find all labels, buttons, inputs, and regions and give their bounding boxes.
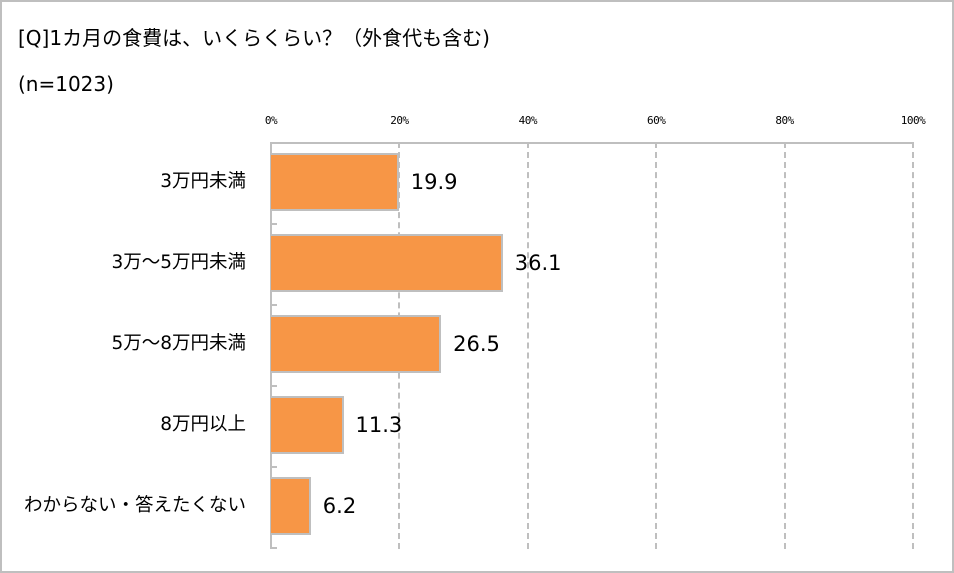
x-tick-label: 80%: [775, 114, 794, 127]
bar: [271, 315, 442, 373]
gridline: [783, 142, 786, 549]
gridline: [912, 142, 914, 549]
bar: [271, 396, 344, 454]
chart-title: [Q]1カ月の食費は、いくらくらい？（外食代も含む): [18, 26, 490, 50]
x-axis-line: [271, 142, 914, 144]
bar: [271, 477, 311, 535]
bar-value-label: 11.3: [355, 413, 403, 437]
category-tick: [271, 304, 277, 306]
gridline: [655, 142, 658, 549]
category-label: 3万円未満: [160, 171, 246, 192]
x-tick-label: 60%: [647, 114, 666, 127]
x-tick-label: 40%: [518, 114, 538, 127]
category-label: わからない・答えたくない: [23, 495, 246, 516]
bar-value-label: 19.9: [410, 170, 458, 194]
category-label: 8万円以上: [160, 414, 246, 435]
bar-value-label: 36.1: [514, 251, 562, 275]
bar: [271, 153, 399, 211]
x-tick-label: 100%: [900, 114, 926, 127]
gridline: [526, 142, 529, 549]
category-tick: [271, 466, 277, 468]
bar-value-label: 6.2: [322, 494, 357, 518]
category-tick: [271, 223, 277, 225]
category-label: 3万～5万円未満: [111, 252, 246, 273]
category-label: 5万～8万円未満: [111, 333, 246, 354]
category-tick: [271, 547, 277, 549]
bar: [271, 234, 503, 292]
category-tick: [271, 385, 277, 387]
x-tick-label: 0%: [264, 114, 278, 127]
chart-subtitle-sample-size: (n=1023): [18, 72, 114, 96]
bar-value-label: 26.5: [453, 332, 500, 356]
x-tick-label: 20%: [390, 114, 409, 127]
